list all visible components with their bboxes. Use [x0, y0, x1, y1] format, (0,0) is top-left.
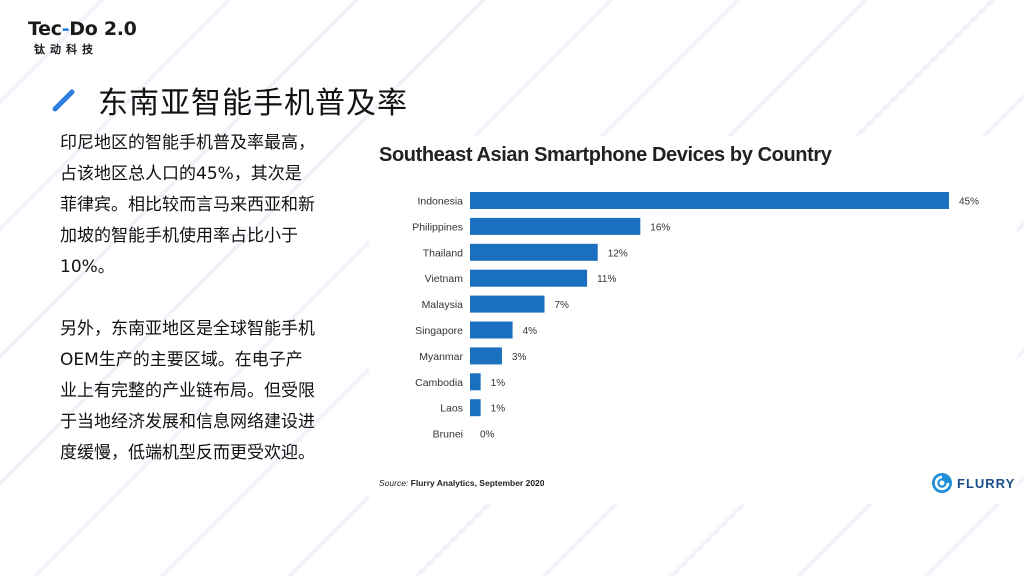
paragraph-line: 10%。: [60, 257, 115, 277]
chart-title: Southeast Asian Smartphone Devices by Co…: [379, 144, 832, 166]
flurry-logo-icon: [932, 473, 952, 493]
title-row: 东南亚智能手机普及率: [52, 78, 408, 122]
category-label: Laos: [440, 403, 463, 415]
value-label: 7%: [555, 300, 570, 311]
paragraph-line: 度缓慢，低端机型反而更受欢迎。: [60, 443, 315, 463]
bar-laos: [470, 399, 481, 417]
logo-wordmark: Tec-Do 2.0: [28, 18, 137, 40]
pen-icon: [52, 89, 75, 112]
bar-vietnam: [470, 269, 588, 287]
chart-source: Source: Flurry Analytics, September 2020: [379, 478, 545, 488]
bar-myanmar: [470, 347, 502, 365]
category-label: Thailand: [423, 247, 463, 259]
bar-indonesia: [470, 192, 949, 209]
paragraph-2: 另外，东南亚地区是全球智能手机 OEM生产的主要区域。在电子产 业上有完整的产业…: [60, 314, 360, 469]
category-label: Myanmar: [419, 351, 463, 363]
category-label: Brunei: [433, 429, 463, 441]
paragraph-line: 加坡的智能手机使用率占比小于: [60, 226, 298, 246]
paragraph-line: OEM生产的主要区域。在电子产: [60, 350, 303, 370]
value-label: 1%: [491, 404, 506, 415]
value-label: 1%: [491, 378, 506, 389]
category-label: Cambodia: [415, 377, 463, 389]
category-label: Malaysia: [422, 299, 464, 311]
value-label: 12%: [608, 248, 628, 259]
chart-card: Southeast Asian Smartphone Devices by Co…: [369, 136, 1017, 504]
body-text: 印尼地区的智能手机普及率最高， 占该地区总人口的45%，其次是 菲律宾。相比较而…: [60, 128, 360, 469]
page-title: 东南亚智能手机普及率: [98, 86, 408, 121]
value-label: 4%: [523, 326, 538, 337]
category-label: Philippines: [412, 221, 463, 233]
category-label: Singapore: [415, 325, 463, 337]
bar-malaysia: [470, 295, 545, 313]
company-logo: Tec-Do 2.0 钛动科技: [28, 18, 137, 57]
paragraph-line: 菲律宾。相比较而言马来西亚和新: [60, 195, 315, 215]
value-label: 45%: [959, 197, 979, 208]
flurry-wordmark: FLURRY: [957, 475, 1016, 491]
category-label: Indonesia: [417, 196, 463, 208]
bar-chart: Indonesia 45% Philippines 16% Thailand 12% Vie…: [412, 192, 979, 441]
bar-thailand: [470, 243, 598, 261]
bar-singapore: [470, 321, 513, 339]
paragraph-line: 占该地区总人口的45%，其次是: [60, 164, 302, 184]
bar-cambodia: [470, 373, 481, 391]
logo-subtitle: 钛动科技: [34, 43, 98, 56]
flurry-logo: FLURRY: [931, 472, 1015, 494]
paragraph-1: 印尼地区的智能手机普及率最高， 占该地区总人口的45%，其次是 菲律宾。相比较而…: [60, 128, 360, 283]
value-label: 3%: [512, 352, 527, 363]
value-label: 0%: [480, 430, 495, 441]
source-label: Source:: [379, 478, 409, 488]
bar-philippines: [470, 217, 641, 235]
category-label: Vietnam: [425, 273, 464, 285]
paragraph-line: 于当地经济发展和信息网络建设进: [60, 412, 315, 432]
paragraph-line: 印尼地区的智能手机普及率最高，: [60, 133, 315, 153]
paragraph-line: 业上有完整的产业链布局。但受限: [60, 381, 315, 401]
source-text: Flurry Analytics, September 2020: [408, 478, 545, 488]
value-label: 16%: [650, 222, 670, 233]
value-label: 11%: [597, 274, 616, 285]
paragraph-line: 另外，东南亚地区是全球智能手机: [60, 319, 315, 339]
